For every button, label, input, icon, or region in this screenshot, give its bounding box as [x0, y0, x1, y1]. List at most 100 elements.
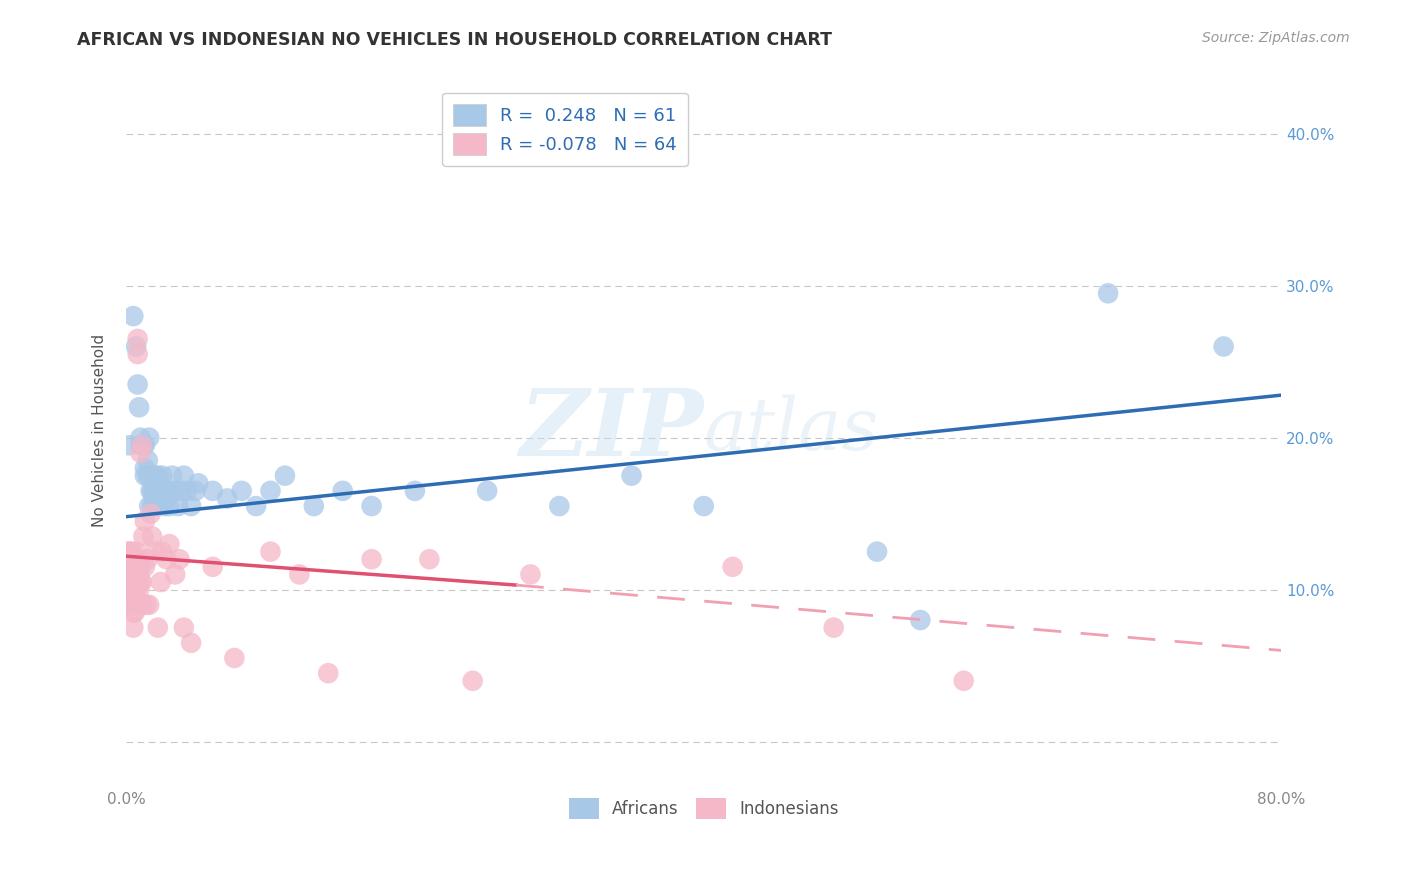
Point: [120, 574, 142, 589]
Text: Source: ZipAtlas.com: Source: ZipAtlas.com: [1202, 31, 1350, 45]
Point: [141, 483, 163, 498]
Point: [118, 574, 141, 589]
Text: ZIP: ZIP: [519, 385, 704, 475]
Point: [131, 574, 153, 589]
Point: [245, 499, 267, 513]
Point: [1212, 339, 1234, 353]
Point: [120, 544, 142, 558]
Point: [122, 309, 145, 323]
Point: [124, 574, 146, 589]
Point: [127, 377, 149, 392]
Point: [910, 613, 932, 627]
Point: [131, 598, 153, 612]
Point: [122, 591, 145, 605]
Point: [157, 537, 180, 551]
Point: [136, 453, 159, 467]
Point: [693, 499, 716, 513]
Point: [201, 559, 224, 574]
Point: [143, 499, 166, 513]
Point: [360, 499, 382, 513]
Point: [134, 559, 156, 574]
Point: [162, 468, 184, 483]
Point: [288, 567, 311, 582]
Point: [135, 598, 157, 612]
Point: [120, 559, 142, 574]
Point: [259, 544, 281, 558]
Point: [153, 499, 176, 513]
Point: [127, 347, 149, 361]
Point: [121, 567, 143, 582]
Point: [125, 339, 148, 353]
Point: [127, 332, 149, 346]
Point: [121, 582, 143, 597]
Point: [1097, 286, 1119, 301]
Point: [146, 483, 169, 498]
Point: [165, 483, 187, 498]
Point: [184, 483, 207, 498]
Point: [132, 529, 155, 543]
Point: [128, 567, 150, 582]
Point: [176, 483, 198, 498]
Point: [139, 483, 162, 498]
Point: [118, 559, 141, 574]
Point: [721, 559, 744, 574]
Point: [124, 559, 146, 574]
Point: [173, 621, 195, 635]
Point: [134, 514, 156, 528]
Point: [124, 591, 146, 605]
Point: [274, 468, 297, 483]
Point: [180, 636, 202, 650]
Point: [148, 483, 170, 498]
Point: [138, 499, 160, 513]
Point: [332, 483, 354, 498]
Point: [231, 483, 253, 498]
Point: [141, 499, 163, 513]
Point: [138, 431, 160, 445]
Point: [142, 491, 165, 506]
Point: [150, 544, 173, 558]
Point: [404, 483, 426, 498]
Point: [620, 468, 643, 483]
Point: [519, 567, 541, 582]
Point: [180, 499, 202, 513]
Point: [129, 431, 152, 445]
Point: [155, 552, 177, 566]
Point: [360, 552, 382, 566]
Point: [461, 673, 484, 688]
Point: [124, 606, 146, 620]
Point: [141, 468, 163, 483]
Point: [302, 499, 325, 513]
Point: [138, 598, 160, 612]
Point: [259, 483, 281, 498]
Point: [155, 483, 177, 498]
Point: [125, 591, 148, 605]
Point: [170, 483, 193, 498]
Y-axis label: No Vehicles in Household: No Vehicles in Household: [93, 334, 107, 526]
Point: [169, 552, 191, 566]
Point: [866, 544, 889, 558]
Point: [143, 544, 166, 558]
Point: [134, 468, 156, 483]
Point: [418, 552, 440, 566]
Point: [136, 468, 159, 483]
Point: [118, 438, 141, 452]
Point: [217, 491, 239, 506]
Point: [316, 666, 339, 681]
Point: [139, 507, 162, 521]
Point: [117, 544, 139, 558]
Point: [149, 574, 172, 589]
Point: [224, 651, 246, 665]
Text: AFRICAN VS INDONESIAN NO VEHICLES IN HOUSEHOLD CORRELATION CHART: AFRICAN VS INDONESIAN NO VEHICLES IN HOU…: [77, 31, 832, 49]
Point: [125, 559, 148, 574]
Point: [122, 621, 145, 635]
Point: [150, 468, 173, 483]
Point: [122, 559, 145, 574]
Point: [121, 598, 143, 612]
Point: [152, 491, 174, 506]
Point: [129, 559, 152, 574]
Point: [187, 476, 209, 491]
Point: [122, 606, 145, 620]
Point: [129, 438, 152, 452]
Point: [134, 438, 156, 452]
Point: [128, 552, 150, 566]
